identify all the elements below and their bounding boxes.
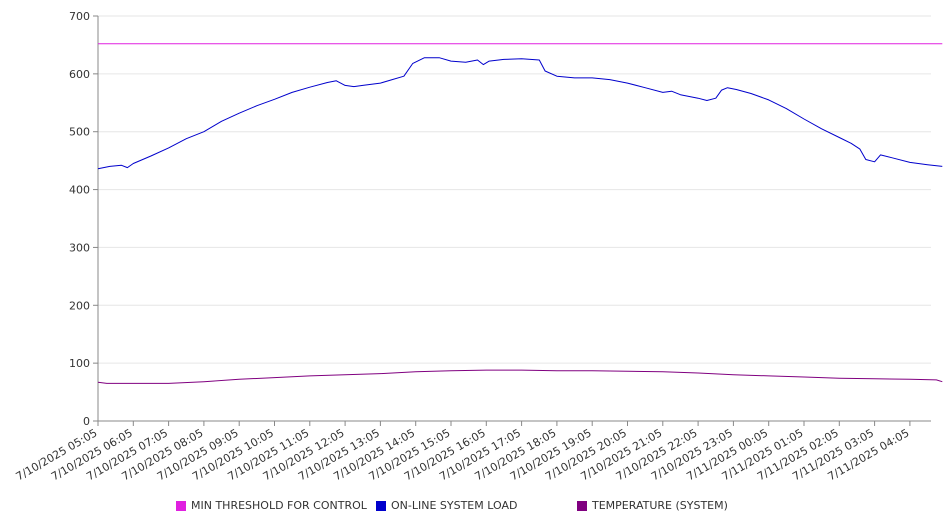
legend-item: ON-LINE SYSTEM LOAD xyxy=(376,499,517,512)
legend-label: ON-LINE SYSTEM LOAD xyxy=(391,499,518,512)
legend-label: MIN THRESHOLD FOR CONTROL xyxy=(191,499,367,512)
series-line-on-line-system-load xyxy=(97,57,943,170)
chart-legend: MIN THRESHOLD FOR CONTROL ON-LINE SYSTEM … xyxy=(0,496,946,516)
y-tick-label: 300 xyxy=(69,241,90,254)
legend-item: TEMPERATURE (SYSTEM) xyxy=(577,499,728,512)
legend-swatch xyxy=(376,500,386,511)
series-line-temperature-system xyxy=(97,369,943,384)
y-tick-label: 700 xyxy=(69,10,90,23)
y-tick-label: 200 xyxy=(69,299,90,312)
x-axis-ticks: 7/10/2025 05:057/10/2025 06:057/10/2025 … xyxy=(14,421,911,483)
legend-item: MIN THRESHOLD FOR CONTROL xyxy=(176,499,367,512)
legend-swatch xyxy=(577,500,587,511)
y-tick-label: 600 xyxy=(69,68,90,81)
series-lines xyxy=(97,43,943,384)
y-tick-label: 400 xyxy=(69,184,90,197)
y-tick-label: 100 xyxy=(69,357,90,370)
y-tick-label: 0 xyxy=(83,415,90,428)
y-axis-ticks: 0 100 200 300 400 500 600 700 xyxy=(69,10,98,428)
legend-swatch xyxy=(176,500,186,511)
grid-lines xyxy=(98,15,931,364)
y-tick-label: 500 xyxy=(69,126,90,139)
legend-label: TEMPERATURE (SYSTEM) xyxy=(592,499,728,512)
